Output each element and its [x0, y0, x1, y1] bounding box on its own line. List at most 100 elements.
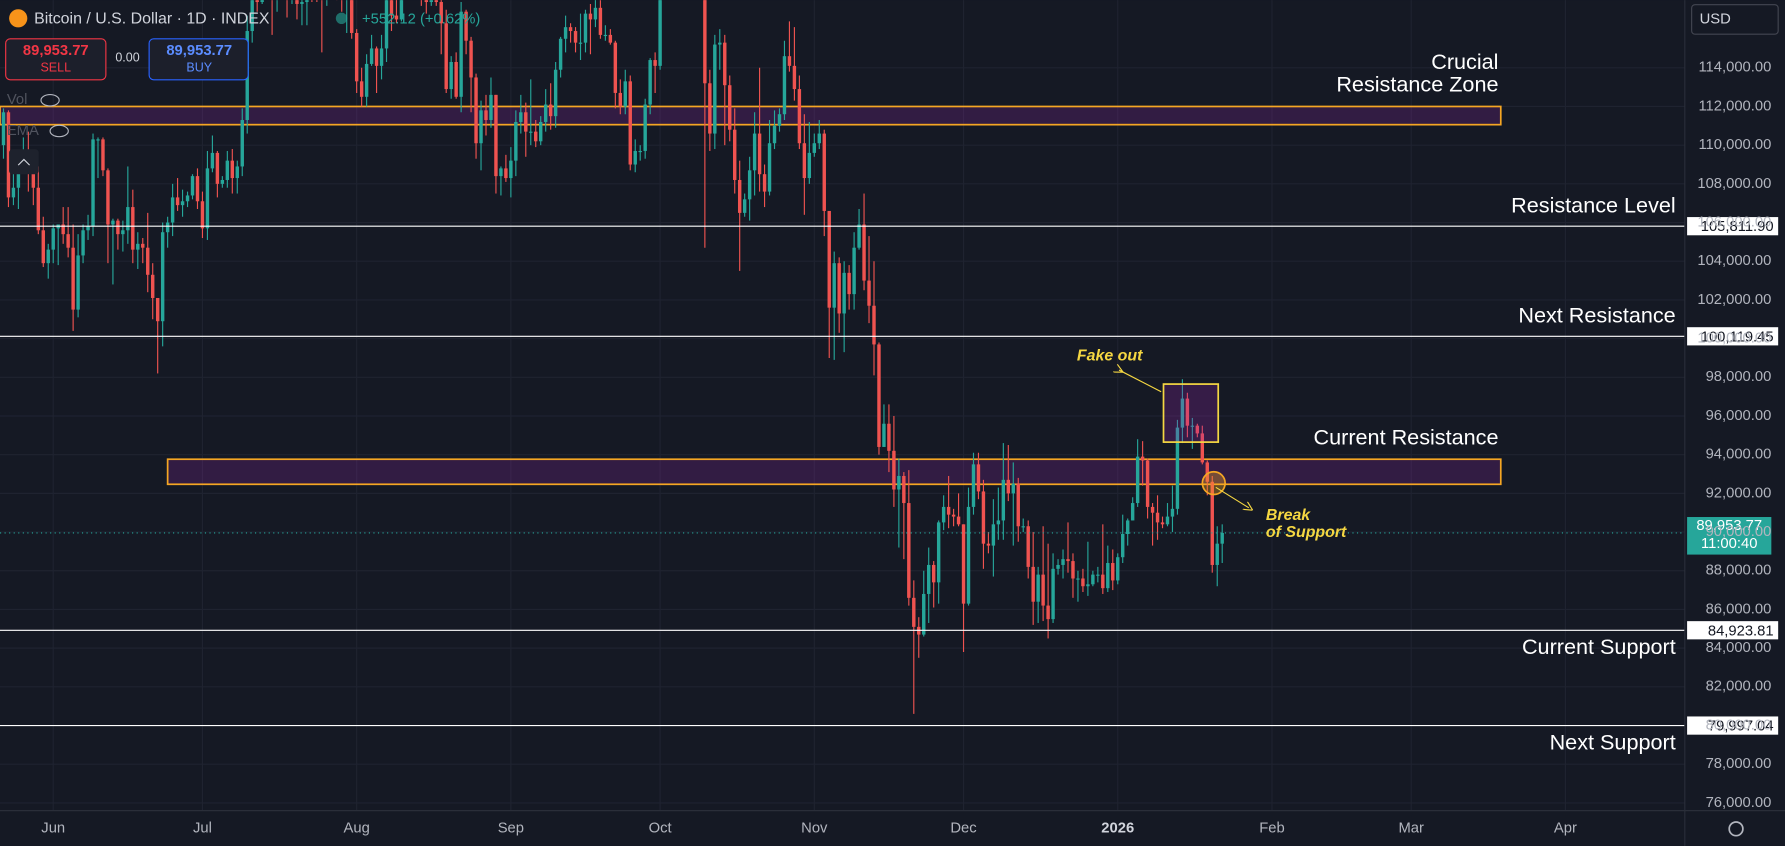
candle-body: [882, 423, 886, 447]
candle-body: [250, 0, 254, 32]
sell-button[interactable]: 89,953.77 SELL: [5, 38, 107, 81]
y-tick-label: 84,000.00: [1706, 640, 1772, 656]
price-tag-countdown: 11:00:40: [1701, 536, 1757, 552]
candle-body: [160, 232, 165, 322]
candle-body: [737, 179, 742, 213]
zone-label: Resistance Zone: [1336, 72, 1498, 97]
sell-price[interactable]: 89,953.77: [23, 43, 89, 59]
currency-box[interactable]: [1691, 4, 1779, 35]
status-dot: [335, 12, 348, 24]
candle-body: [966, 506, 971, 604]
x-tick-label: Jun: [41, 821, 65, 837]
settings-icon[interactable]: [1728, 821, 1744, 837]
candle-body: [240, 120, 244, 167]
eye-icon[interactable]: [40, 94, 60, 107]
buy-button[interactable]: 89,953.77 BUY: [148, 38, 249, 81]
candle-body: [126, 207, 130, 231]
price-tag: [1687, 517, 1772, 555]
candle-body: [648, 60, 652, 105]
candle-body: [96, 139, 100, 141]
candle-body: [658, 0, 662, 66]
candle-body: [633, 150, 637, 165]
candle-body: [444, 23, 448, 90]
candle-body: [961, 524, 966, 604]
candle-body: [215, 152, 220, 184]
vol-indicator[interactable]: Vol: [7, 92, 28, 108]
candle-body: [867, 280, 871, 306]
candle-body: [912, 597, 916, 627]
candle-body: [1145, 460, 1150, 507]
price-tag-value: 89,953.77: [1696, 518, 1762, 534]
buy-label[interactable]: BUY: [186, 61, 212, 75]
currency[interactable]: USD: [1700, 11, 1731, 27]
buy-box[interactable]: [148, 38, 249, 81]
candle-body: [200, 201, 205, 229]
candle-body: [230, 160, 235, 179]
y-tick-label: 94,000.00: [1706, 447, 1772, 463]
candle-body: [762, 174, 767, 192]
candle-body: [723, 42, 727, 86]
candle-body: [354, 32, 359, 82]
currency-select[interactable]: USD: [1691, 4, 1779, 35]
candle-body: [1021, 526, 1025, 528]
candle-body: [1, 112, 6, 146]
candle-body: [429, 0, 433, 3]
eye-icon[interactable]: [49, 124, 69, 138]
candle-body: [797, 89, 802, 144]
candle-body: [603, 34, 608, 37]
y-tick-label: 90,000.00: [1706, 524, 1772, 540]
y-tick-label: 100,000.00: [1697, 331, 1771, 347]
y-tick-label: 98,000.00: [1706, 369, 1772, 385]
arrow: [1215, 486, 1249, 507]
candle-body: [782, 56, 787, 115]
candle-body: [703, 0, 707, 84]
candle-body: [638, 150, 642, 153]
x-tick-label: Aug: [344, 821, 370, 837]
arrow: [1119, 370, 1162, 393]
candles: [1, 0, 1224, 714]
sell-label[interactable]: SELL: [40, 61, 71, 75]
candle-body: [1165, 516, 1170, 525]
candle-body: [379, 48, 384, 66]
candle-body: [439, 2, 443, 24]
candle-body: [608, 34, 613, 43]
spread: 0.00: [115, 50, 139, 64]
candle-body: [578, 42, 583, 44]
candle-body: [76, 255, 80, 310]
change: +552.12 (+0.62%): [362, 11, 480, 27]
chevron: [17, 158, 31, 166]
candle-body: [1091, 574, 1095, 585]
candle-body: [847, 272, 851, 295]
x-tick-label: Feb: [1259, 821, 1284, 837]
candle-body: [91, 139, 95, 227]
candle-body: [1190, 425, 1195, 427]
candle-body: [792, 65, 797, 90]
candle-body: [424, 0, 429, 3]
candle-body: [146, 247, 150, 275]
level-tag: [1687, 716, 1779, 735]
candle-body: [902, 475, 906, 504]
candle-body: [807, 152, 812, 179]
candle-body: [1096, 574, 1100, 576]
candle-body: [1026, 526, 1030, 567]
candle-body: [827, 210, 831, 308]
sell-box[interactable]: [5, 38, 107, 81]
candle-body: [141, 243, 145, 248]
candle-body: [877, 344, 881, 447]
candle-body: [6, 112, 11, 198]
candle-body: [260, 0, 264, 3]
candle-body: [713, 44, 717, 134]
fake-out-box: [1162, 383, 1220, 443]
level-value: 79,997.04: [1708, 719, 1774, 735]
annotation: of Support: [1266, 524, 1347, 541]
candle-body: [16, 164, 21, 188]
candle-body: [1220, 532, 1224, 544]
candle-body: [747, 170, 752, 200]
candle-body: [976, 464, 981, 492]
buy-price[interactable]: 89,953.77: [166, 43, 232, 59]
candle-body: [374, 48, 379, 66]
ema-indicator[interactable]: EMA: [7, 123, 39, 139]
candle-body: [1121, 533, 1125, 558]
collapse-button[interactable]: [9, 149, 39, 175]
